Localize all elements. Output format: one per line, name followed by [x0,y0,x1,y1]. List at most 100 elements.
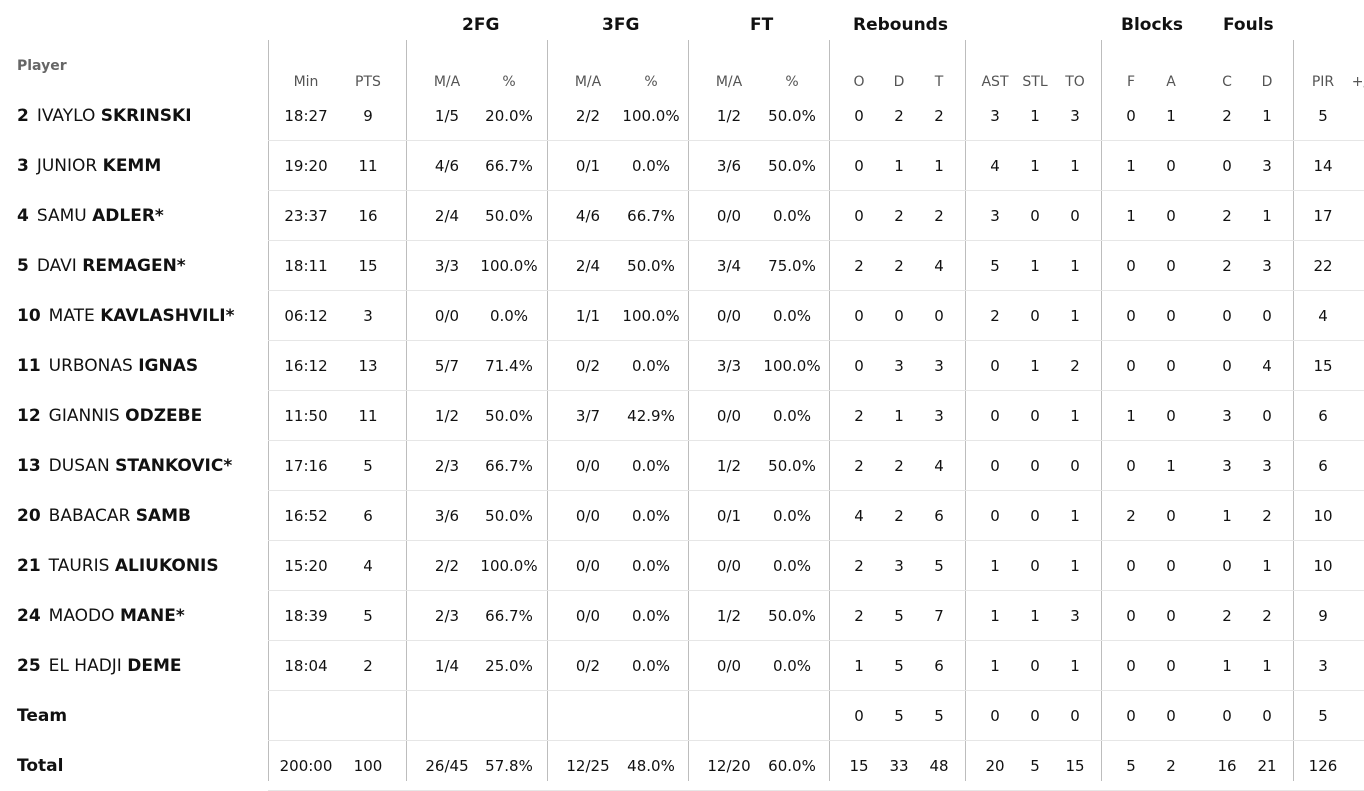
stat-cell: 0 [1222,357,1232,375]
stat-cell: 0 [1030,207,1040,225]
player-name[interactable]: 4 SAMU ADLER* [17,206,164,226]
player-last-name: REMAGEN* [82,256,186,276]
stat-cell: 3 [1318,657,1328,675]
stat-cell: 0/0 [716,407,742,425]
stat-cell: 2/2 [575,107,601,125]
column-header-4: M/A [574,74,602,90]
stat-cell: 0/0 [575,457,601,475]
stat-cell: 100.0% [622,307,680,325]
stat-cell: 0 [934,307,944,325]
stat-cell: 100.0% [763,357,821,375]
player-number: 3 [17,156,29,176]
stat-cell: 6 [1318,407,1328,425]
stat-cell: 0.0% [772,207,812,225]
stat-cell: 0 [1166,307,1176,325]
stat-cell: 0 [1030,507,1040,525]
stat-cell: 2/4 [434,207,460,225]
column-header-9: D [893,74,905,90]
stat-cell: 5 [934,707,944,725]
player-number: 10 [17,306,41,326]
stat-cell: 0/1 [716,507,742,525]
stat-cell: 0/0 [575,607,601,625]
stat-cell: 11:50 [284,407,328,425]
player-first-name: DAVI [36,256,77,276]
stat-cell: 3 [363,307,373,325]
stat-cell: 0.0% [772,507,812,525]
stat-cell: 48 [929,757,949,775]
stat-cell: 0/2 [575,357,601,375]
stat-cell: 60.0% [768,757,816,775]
stat-cell: 5 [1030,757,1040,775]
player-name[interactable]: 24 MAODO MANE* [17,606,185,626]
stat-cell: 1 [1262,107,1272,125]
player-name[interactable]: 2 IVAYLO SKRINSKI [17,106,192,126]
column-divider [1293,40,1294,781]
stat-cell: 50.0% [485,507,533,525]
stat-cell: 1 [1070,157,1080,175]
player-number: 4 [17,206,29,226]
stat-cell: 1 [1030,107,1040,125]
stat-cell: 0/2 [575,657,601,675]
stat-cell: 0/0 [716,657,742,675]
stat-cell: 0/0 [575,557,601,575]
stat-cell: 3 [1262,157,1272,175]
row-divider [268,340,1364,341]
stat-cell: 0 [1070,207,1080,225]
player-first-name: URBONAS [48,356,133,376]
player-name[interactable]: 3 JUNIOR KEMM [17,156,161,176]
player-name[interactable]: 25 EL HADJI DEME [17,656,182,676]
player-name[interactable]: 13 DUSAN STANKOVIC* [17,456,232,476]
stat-cell: 14 [1313,157,1333,175]
stat-cell: 2 [854,457,864,475]
player-name[interactable]: 10 MATE KAVLASHVILI* [17,306,235,326]
column-header-13: TO [1065,74,1085,90]
stat-cell: 16:12 [284,357,328,375]
stat-cell: 66.7% [485,157,533,175]
stat-cell: 2 [854,407,864,425]
stat-cell: 5 [1126,757,1136,775]
stat-cell: 2 [854,257,864,275]
stat-cell: 06:12 [284,307,328,325]
player-row: 13 DUSAN STANKOVIC* 17:16 5 2/3 66.7% 0/0 0.0% 1… [17,441,1364,491]
player-first-name: BABACAR [48,506,131,526]
stat-cell: 2 [1222,207,1232,225]
stat-cell: 3/4 [716,257,742,275]
player-row: 24 MAODO MANE* 18:39 5 2/3 66.7% 0/0 0.0% 1/2 50.… [17,591,1364,641]
player-last-name: DEME [127,656,182,676]
stat-cell: 5 [1318,707,1328,725]
stat-cell: 15:20 [284,557,328,575]
stat-cell: 2 [894,207,904,225]
player-name[interactable]: 12 GIANNIS ODZEBE [17,406,202,426]
stat-cell: 2 [894,457,904,475]
row-divider [268,140,1364,141]
stat-cell: 2 [1222,607,1232,625]
player-name[interactable]: 21 TAURIS ALIUKONIS [17,556,219,576]
stat-cell: 0 [1030,457,1040,475]
stat-cell: 0/0 [434,307,460,325]
stat-cell: 50.0% [485,207,533,225]
stat-cell: 1 [854,657,864,675]
player-name[interactable]: 5 DAVI REMAGEN* [17,256,186,276]
player-number: 12 [17,406,41,426]
player-number: 25 [17,656,41,676]
stat-cell: 1 [1070,257,1080,275]
stat-cell: 6 [934,507,944,525]
stat-cell: 0 [990,357,1000,375]
stat-cell: 2 [894,107,904,125]
row-divider [268,240,1364,241]
player-name[interactable]: 20 BABACAR SAMB [17,506,191,526]
stat-cell: 0/1 [575,157,601,175]
stat-cell: 0 [894,307,904,325]
stat-cell: 2 [363,657,373,675]
stat-cell: 1/5 [434,107,460,125]
stat-cell: 57.8% [485,757,533,775]
player-name[interactable]: 11 URBONAS IGNAS [17,356,198,376]
stat-cell: 100 [353,757,383,775]
stat-cell: 18:39 [284,607,328,625]
stat-cell: 1 [990,657,1000,675]
stat-cell: 0 [854,157,864,175]
stat-cell: 1 [1070,507,1080,525]
stat-cell: 2 [1262,607,1272,625]
stat-cell: 1/2 [716,457,742,475]
stat-cell: 16 [1217,757,1237,775]
